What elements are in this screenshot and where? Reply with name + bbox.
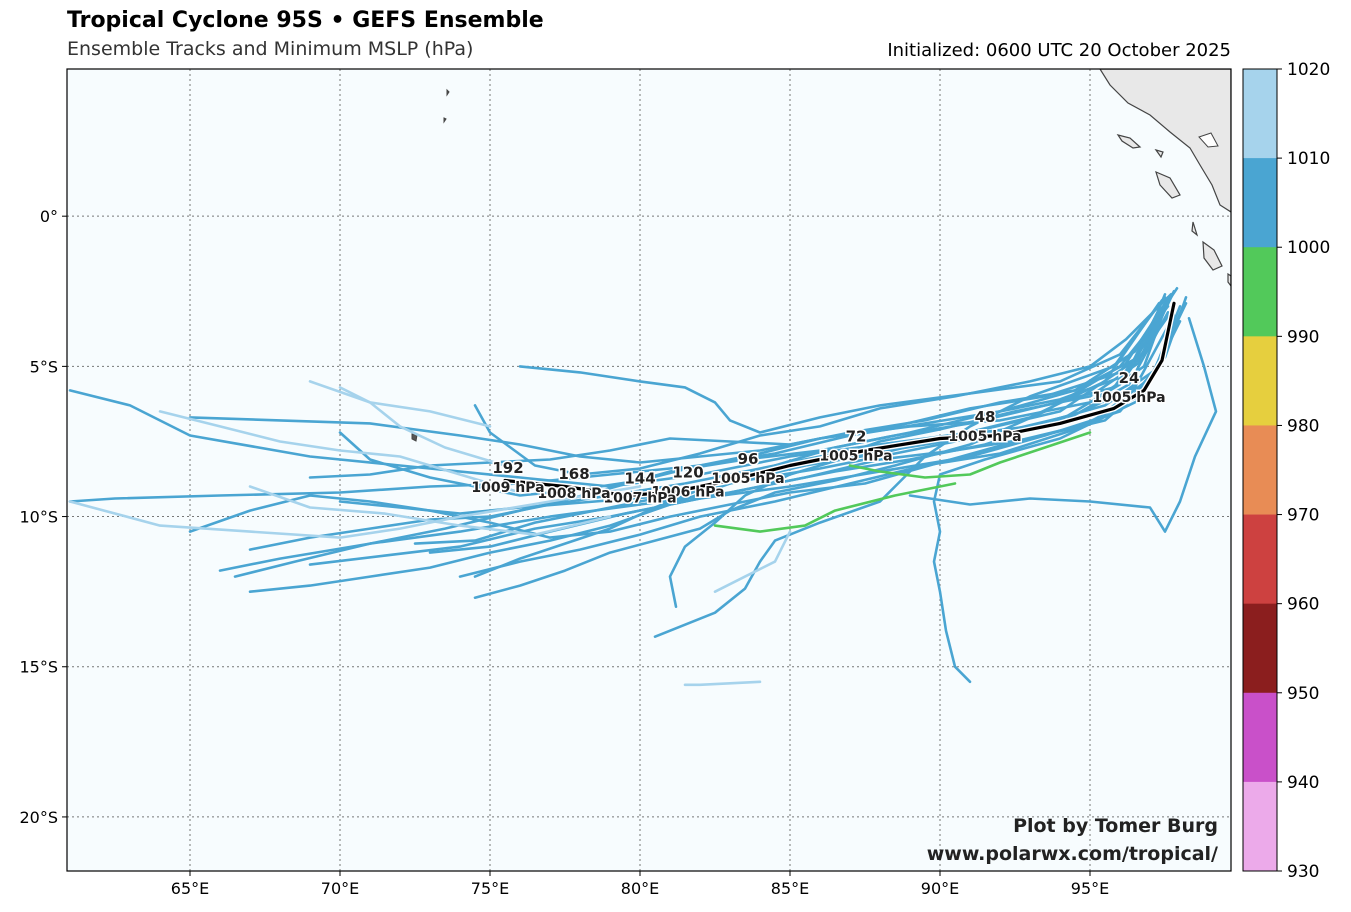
chart-title: Tropical Cyclone 95S • GEFS Ensemble <box>67 8 544 33</box>
colorbar-segment <box>1243 603 1277 694</box>
ensemble-member-track <box>713 482 957 533</box>
colorbar-segment <box>1243 692 1277 783</box>
map-frame <box>66 68 1232 872</box>
x-tick-label: 65°E <box>171 879 209 898</box>
colorbar-segment <box>1243 781 1277 872</box>
x-tick-label: 95°E <box>1071 879 1109 898</box>
x-tick-label: 70°E <box>321 879 359 898</box>
forecast-hour-label: 168 <box>558 465 589 483</box>
mean-track-labels: 24 1005 hPa 48 1005 hPa 72 1005 hPa 96 1005 hPa… <box>470 367 1167 508</box>
ensemble-member-track <box>68 289 1176 488</box>
colorbar-segment <box>1243 69 1277 159</box>
y-tick-label: 15°S <box>19 658 58 677</box>
pressure-label: 1006 hPa <box>651 485 724 501</box>
island-shape <box>1191 221 1199 237</box>
island-shape <box>446 88 450 97</box>
credit-author: Plot by Tomer Burg <box>1013 815 1218 837</box>
pressure-label: 1005 hPa <box>711 471 784 487</box>
x-tick-label: 85°E <box>771 879 809 898</box>
ensemble-member-track <box>248 485 612 536</box>
x-tick-label: 90°E <box>921 879 959 898</box>
colorbar-segment <box>1243 247 1277 337</box>
mean-track-line <box>503 301 1176 498</box>
ensemble-member-track <box>848 431 1092 479</box>
y-tick-label: 0° <box>40 207 58 226</box>
lat-lon-grid <box>67 69 1231 871</box>
colorbar-segment <box>1243 425 1277 516</box>
chart-subtitle: Ensemble Tracks and Minimum MSLP (hPa) <box>67 38 474 60</box>
x-tick-label: 80°E <box>621 879 659 898</box>
island-shape <box>1202 240 1223 271</box>
island-shape <box>1155 170 1181 199</box>
island-shape <box>443 117 447 124</box>
credit-url: www.polarwx.com/tropical/ <box>927 843 1218 865</box>
island-shape <box>1116 134 1142 149</box>
pressure-label: 1009 hPa <box>471 480 544 496</box>
init-time: Initialized: 0600 UTC 20 October 2025 <box>887 40 1231 61</box>
forecast-hour-label: 120 <box>672 464 703 482</box>
colorbar-label: 970 <box>1287 506 1319 526</box>
ensemble-member-track <box>68 485 642 539</box>
ensemble-member-track <box>248 301 1161 551</box>
ensemble-member-track <box>338 386 507 467</box>
pressure-label: 1005 hPa <box>948 429 1021 445</box>
pressure-label: 1005 hPa <box>819 448 892 464</box>
ensemble-member-track <box>158 410 522 494</box>
pressure-label: 1007 hPa <box>603 491 676 507</box>
forecast-hour-label: 24 <box>1119 369 1140 387</box>
forecast-hour-label: 96 <box>738 450 759 468</box>
lake-shape <box>1198 132 1219 148</box>
pressure-label: 1005 hPa <box>1092 390 1165 406</box>
colorbar-label: 940 <box>1287 773 1319 793</box>
colorbar-label: 930 <box>1287 862 1319 882</box>
colorbar-label: 1020 <box>1287 60 1330 80</box>
ensemble-member-track <box>653 298 1164 639</box>
island-shape <box>1154 148 1164 159</box>
colorbar-frame <box>1242 68 1278 872</box>
ensemble-mean-track <box>502 300 1177 499</box>
pressure-label: 1008 hPa <box>537 486 610 502</box>
island-shape <box>1227 272 1231 288</box>
colorbar-segment <box>1243 514 1277 605</box>
ensemble-member-track <box>473 292 1173 476</box>
ensemble-member-track <box>908 316 1218 533</box>
ensemble-tracks <box>68 286 1218 687</box>
land-masses <box>411 69 1231 442</box>
forecast-hour-label: 192 <box>492 459 523 477</box>
colorbar-label: 1010 <box>1287 149 1330 169</box>
pressure-colorbar: 1020 1010 1000 990 980 970 960 950 940 930 <box>1242 60 1330 882</box>
forecast-hour-label: 72 <box>846 427 867 445</box>
colorbar-label: 950 <box>1287 684 1319 704</box>
colorbar-label: 980 <box>1287 416 1319 436</box>
y-tick-label: 5°S <box>30 357 58 376</box>
forecast-hour-label: 144 <box>624 470 655 488</box>
ensemble-member-track <box>518 295 1167 434</box>
forecast-hour-label: 48 <box>975 408 996 426</box>
colorbar-label: 1000 <box>1287 238 1330 258</box>
ensemble-member-track <box>932 322 1179 684</box>
y-tick-label: 10°S <box>19 508 58 527</box>
ensemble-member-track <box>683 680 762 687</box>
ensemble-member-track <box>308 380 492 428</box>
colorbar-segment <box>1243 336 1277 426</box>
axis-ticks: 65°E 70°E 75°E 80°E 85°E 90°E 95°E 0° 5°S 10°S 15°… <box>19 207 1109 898</box>
colorbar-label: 960 <box>1287 595 1319 615</box>
colorbar-label: 990 <box>1287 327 1319 347</box>
y-tick-label: 20°S <box>19 808 58 827</box>
ensemble-member-track <box>188 301 1188 539</box>
ensemble-member-track <box>338 289 1176 497</box>
x-tick-label: 75°E <box>471 879 509 898</box>
sumatra-coast <box>1099 69 1231 213</box>
ensemble-member-track <box>713 530 792 594</box>
colorbar-segment <box>1243 158 1277 248</box>
